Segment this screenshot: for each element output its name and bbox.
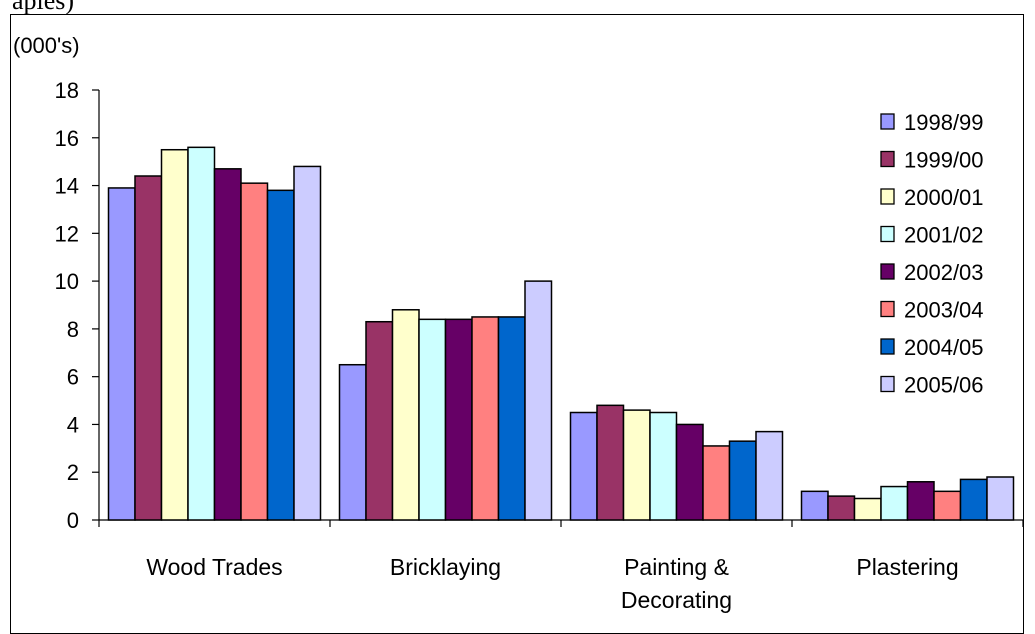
page-text-fragment: aples) <box>12 0 75 15</box>
bar <box>622 409 651 521</box>
bar <box>293 165 322 521</box>
legend-swatch <box>880 150 895 168</box>
bar-chart: (000's) 0 2 4 6 8 10 12 14 16 18 Wood Trades Brick… <box>13 33 1024 613</box>
x-tick-label: Wood Trades <box>146 554 282 580</box>
y-tick-label: 12 <box>55 221 79 246</box>
y-tick-label: 18 <box>55 78 79 103</box>
bar <box>444 318 473 521</box>
y-axis: 0 2 4 6 8 10 12 14 16 18 <box>55 78 100 533</box>
y-tick-label: 6 <box>67 365 79 390</box>
bar <box>213 168 242 521</box>
legend-label: 2003/04 <box>904 298 984 323</box>
y-tick-label: 8 <box>67 317 79 342</box>
bar <box>107 187 136 521</box>
bar <box>160 148 189 521</box>
bar <box>418 318 447 521</box>
bar <box>134 175 163 521</box>
bar <box>497 316 526 521</box>
bar <box>755 430 784 521</box>
bar <box>853 497 882 521</box>
bar <box>240 182 269 521</box>
x-tick-label: Plastering <box>856 554 958 580</box>
bar <box>391 309 420 521</box>
x-tick-label: Painting & <box>624 554 729 580</box>
legend-swatch <box>880 188 895 205</box>
x-tick-label: Bricklaying <box>390 554 501 580</box>
bar <box>728 440 757 521</box>
legend: 1998/99 1999/00 2000/01 2001/02 2002/03 2003/… <box>880 110 984 398</box>
y-tick-label: 2 <box>67 460 79 485</box>
legend-swatch <box>880 113 895 130</box>
bar <box>471 316 500 521</box>
legend-label: 1998/99 <box>904 110 984 135</box>
bar <box>675 423 704 521</box>
bar <box>266 189 295 521</box>
bar <box>933 490 962 521</box>
bar <box>880 485 909 521</box>
y-unit-label: (000's) <box>13 33 80 58</box>
chart-frame: (000's) 0 2 4 6 8 10 12 14 16 18 Wood Trades Brick… <box>10 14 1024 634</box>
x-tick-label: Decorating <box>621 587 732 613</box>
bar <box>986 476 1015 521</box>
bar <box>187 146 216 521</box>
bar <box>338 363 367 521</box>
bar <box>800 490 829 521</box>
legend-swatch <box>880 338 895 355</box>
bar <box>569 411 598 521</box>
y-tick-label: 10 <box>55 269 79 294</box>
bar <box>649 411 678 521</box>
y-tick-label: 14 <box>55 174 79 199</box>
legend-label: 1999/00 <box>904 148 984 173</box>
legend-swatch <box>880 300 895 318</box>
legend-label: 2002/03 <box>904 260 984 285</box>
legend-swatch <box>880 263 895 280</box>
legend-swatch <box>880 375 895 393</box>
x-axis: Wood Trades Bricklaying Painting & Decorati… <box>98 519 1024 613</box>
bar <box>596 404 625 521</box>
y-tick-label: 0 <box>67 508 79 533</box>
legend-label: 2001/02 <box>904 223 984 248</box>
bar <box>827 495 856 521</box>
legend-label: 2004/05 <box>904 335 984 360</box>
bar <box>959 478 988 521</box>
bar <box>906 481 935 521</box>
bar <box>524 280 553 521</box>
y-tick-label: 16 <box>55 126 79 151</box>
legend-swatch <box>880 225 895 243</box>
bar <box>702 445 731 521</box>
y-tick-label: 4 <box>67 412 79 437</box>
bars <box>107 146 1015 521</box>
legend-label: 2000/01 <box>904 185 984 210</box>
legend-label: 2005/06 <box>904 373 984 398</box>
bar <box>365 320 394 521</box>
